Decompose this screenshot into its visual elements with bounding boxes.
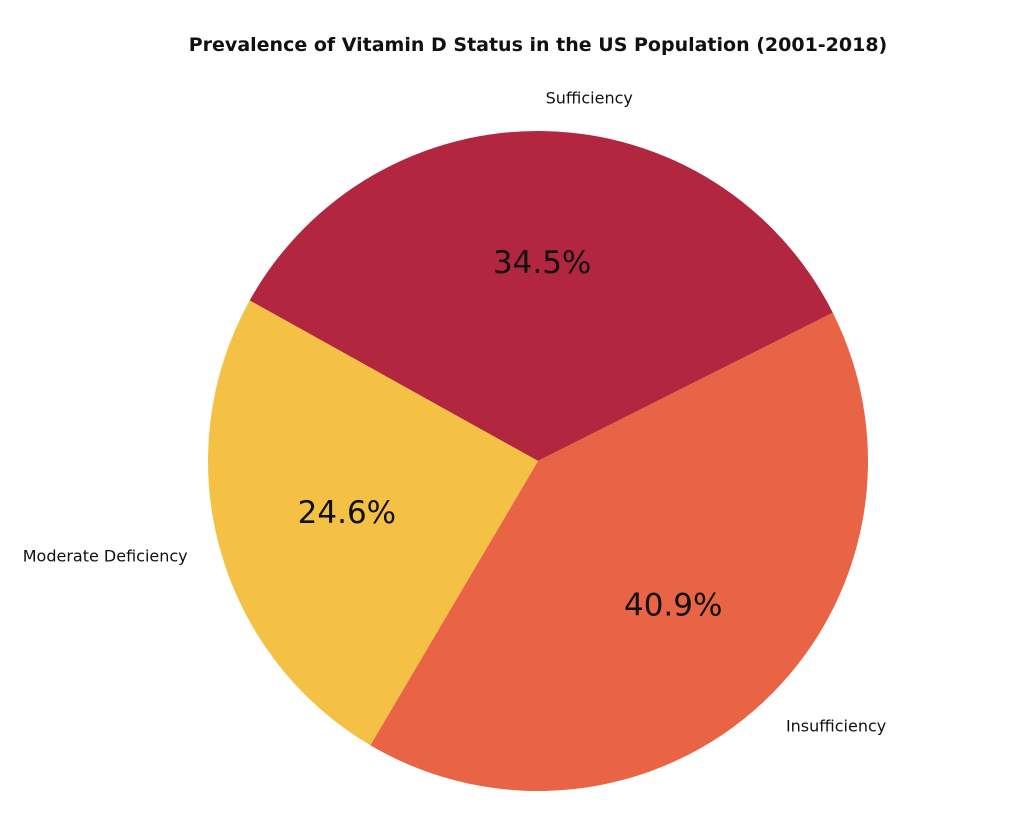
- slice-percent-label: 24.6%: [298, 495, 396, 531]
- slice-percent-label: 34.5%: [493, 245, 591, 281]
- pie-slice-sufficiency: [249, 131, 833, 461]
- slice-percent-label: 40.9%: [624, 588, 722, 624]
- slice-category-label: Sufficiency: [546, 89, 633, 108]
- pie-slice-moderate-deficiency: [208, 300, 539, 746]
- slices-layer: [208, 131, 869, 792]
- slice-category-label: Insufficiency: [786, 717, 886, 736]
- labels-layer: 34.5% Sufficiency 40.9% Insufficiency 24.6% M…: [23, 89, 886, 736]
- pie-slice-insufficiency: [370, 312, 869, 792]
- chart-title: Prevalence of Vitamin D Status in the US…: [188, 34, 888, 56]
- slice-category-label: Moderate Deficiency: [23, 547, 188, 566]
